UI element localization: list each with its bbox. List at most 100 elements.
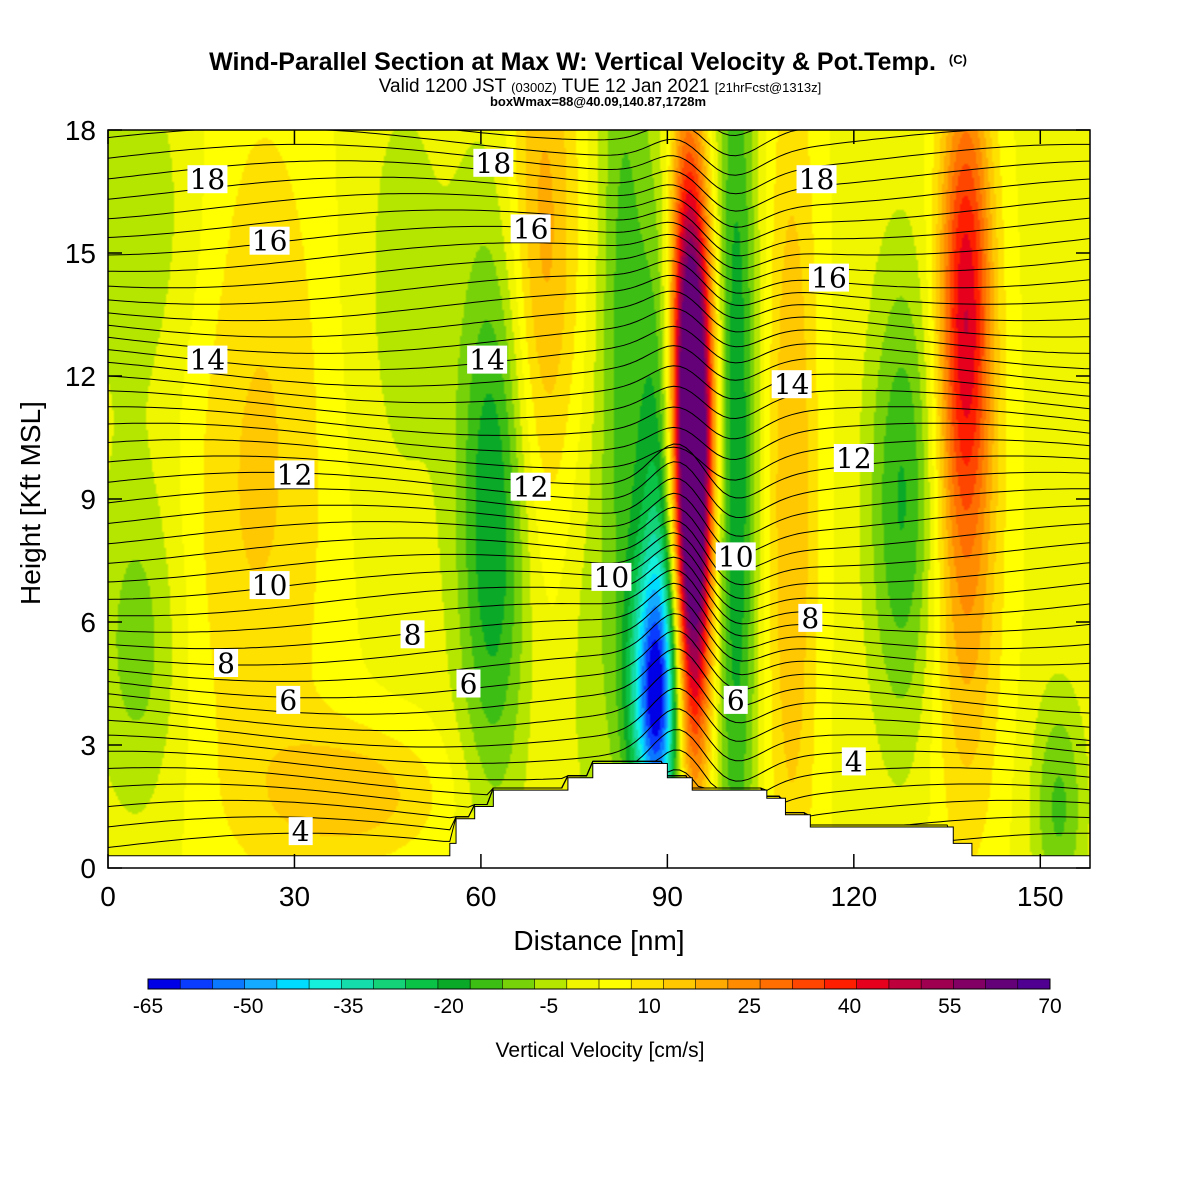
contour-label-box xyxy=(510,214,551,243)
contour-label: 10 xyxy=(718,540,754,573)
contour-label-box xyxy=(400,620,425,649)
theta-contour-line xyxy=(107,325,1091,371)
x-tick-label: 60 xyxy=(465,881,496,912)
theta-contour-line xyxy=(107,385,1091,420)
colorbar-swatch xyxy=(599,979,632,989)
colorbar-swatch xyxy=(405,979,439,989)
colorbar-tick-label: -65 xyxy=(133,995,163,1018)
theta-contour-line xyxy=(107,246,1091,294)
contour-label: 8 xyxy=(217,647,235,680)
theta-contour-line xyxy=(107,519,1091,586)
colorbar-tick-label: -50 xyxy=(233,995,263,1018)
contour-label: 6 xyxy=(279,684,297,717)
chart-title-text: Wind-Parallel Section at Max W: Vertical… xyxy=(209,48,936,76)
colorbar-swatch xyxy=(180,979,213,989)
y-tick-label: 6 xyxy=(80,607,96,638)
theta-contour-line xyxy=(107,597,1091,666)
colorbar-tick-label: -5 xyxy=(540,995,559,1018)
colorbar-swatch xyxy=(792,979,825,989)
contour-label-box xyxy=(288,817,313,846)
chart-subtitle: Valid 1200 JST (0300Z) TUE 12 Jan 2021 [… xyxy=(379,76,821,97)
box-wmax-info: boxWmax=88@40.09,140.87,1728m xyxy=(490,94,706,109)
terrain-profile xyxy=(107,762,1091,869)
colorbar-swatch xyxy=(824,979,858,989)
theta-contour-line xyxy=(107,274,1091,322)
contour-label: 6 xyxy=(727,684,745,717)
contour-label-box xyxy=(276,685,301,714)
colorbar-swatch xyxy=(148,979,181,989)
colorbar-swatch xyxy=(341,979,374,989)
theta-contour-line xyxy=(108,729,1091,782)
contour-label: 12 xyxy=(836,442,872,475)
contour-label: 10 xyxy=(594,561,630,594)
theta-contour-line xyxy=(107,443,1091,499)
contour-label: 16 xyxy=(811,262,847,295)
contour-label: 4 xyxy=(845,745,863,778)
colorbar-swatch xyxy=(888,979,922,989)
x-axis-label: Distance [nm] xyxy=(513,925,684,956)
contour-label-box xyxy=(214,649,239,677)
y-tick-label: 12 xyxy=(65,361,96,392)
theta-contour-line xyxy=(107,143,1090,195)
contour-label-box xyxy=(456,669,481,698)
contour-label-box xyxy=(771,370,812,399)
theta-contour-line xyxy=(107,506,1091,571)
colorbar-swatch xyxy=(856,979,890,989)
colorbar-swatch xyxy=(695,979,729,989)
subtitle-date: TUE 12 Jan 2021 xyxy=(562,76,710,97)
colorbar-tick-label: 25 xyxy=(738,995,761,1018)
y-tick-label: 9 xyxy=(80,484,96,515)
colorbar-swatch xyxy=(502,979,536,989)
theta-contour-line xyxy=(107,461,1091,519)
colorbar-frame xyxy=(147,978,1051,990)
contour-label-box xyxy=(187,345,228,374)
y-axis: 0 3 6 9 12 15 18 xyxy=(65,115,1090,884)
colorbar-swatch xyxy=(921,979,954,989)
theta-contour-line xyxy=(107,708,1091,764)
contour-label: 14 xyxy=(469,344,505,377)
colorbar-tick-label: -35 xyxy=(333,995,363,1018)
theta-contour-line xyxy=(107,290,1091,338)
theta-contour-line xyxy=(107,260,1091,307)
subtitle-valid: Valid 1200 JST xyxy=(379,76,507,97)
colorbar-swatch xyxy=(244,979,278,989)
y-tick-label: 3 xyxy=(80,730,96,761)
colorbar-swatch xyxy=(727,979,761,989)
contour-label: 8 xyxy=(404,618,422,651)
contour-label: 12 xyxy=(513,471,549,504)
colorbar-swatch xyxy=(212,979,246,989)
contour-label-box xyxy=(249,571,290,600)
subtitle-utc: (0300Z) xyxy=(511,80,557,95)
theta-contour-line xyxy=(107,687,1091,748)
contour-label-box xyxy=(467,345,508,374)
colorbar-tick-label: 70 xyxy=(1038,995,1061,1018)
y-tick-label: 0 xyxy=(80,853,96,884)
theta-contour-line xyxy=(107,492,1091,555)
colorbar-swatch xyxy=(309,979,342,989)
subtitle-forecast: [21hrFcst@1313z] xyxy=(715,80,821,95)
contour-label-box xyxy=(796,165,837,194)
contour-label: 12 xyxy=(277,458,313,491)
colorbar-swatch xyxy=(534,979,568,989)
theta-contour-line xyxy=(107,233,1091,282)
contour-label-box xyxy=(473,148,514,177)
chart-title-mark: (C) xyxy=(949,52,967,67)
colorbar-swatch xyxy=(437,979,471,989)
contour-label: 18 xyxy=(476,147,512,180)
colorbar-label: Vertical Velocity [cm/s] xyxy=(496,1039,705,1062)
theta-contour-line xyxy=(107,648,1091,715)
colorbar-swatch xyxy=(631,979,664,989)
contour-label-box xyxy=(798,603,823,632)
x-tick-label: 30 xyxy=(279,881,310,912)
theta-contour-line xyxy=(107,630,1091,699)
x-tick-label: 150 xyxy=(1017,881,1064,912)
contour-label-box xyxy=(187,165,228,194)
contour-label-box xyxy=(808,263,849,292)
colorbar-tick-label: 55 xyxy=(938,995,961,1018)
colorbar-swatch xyxy=(760,979,793,989)
contour-label: 16 xyxy=(252,225,288,258)
theta-contour-line xyxy=(107,439,1091,481)
colorbar: -65 -50 -35 -20 -5 10 25 40 55 70 xyxy=(133,978,1062,1018)
y-tick-label: 15 xyxy=(65,238,96,269)
